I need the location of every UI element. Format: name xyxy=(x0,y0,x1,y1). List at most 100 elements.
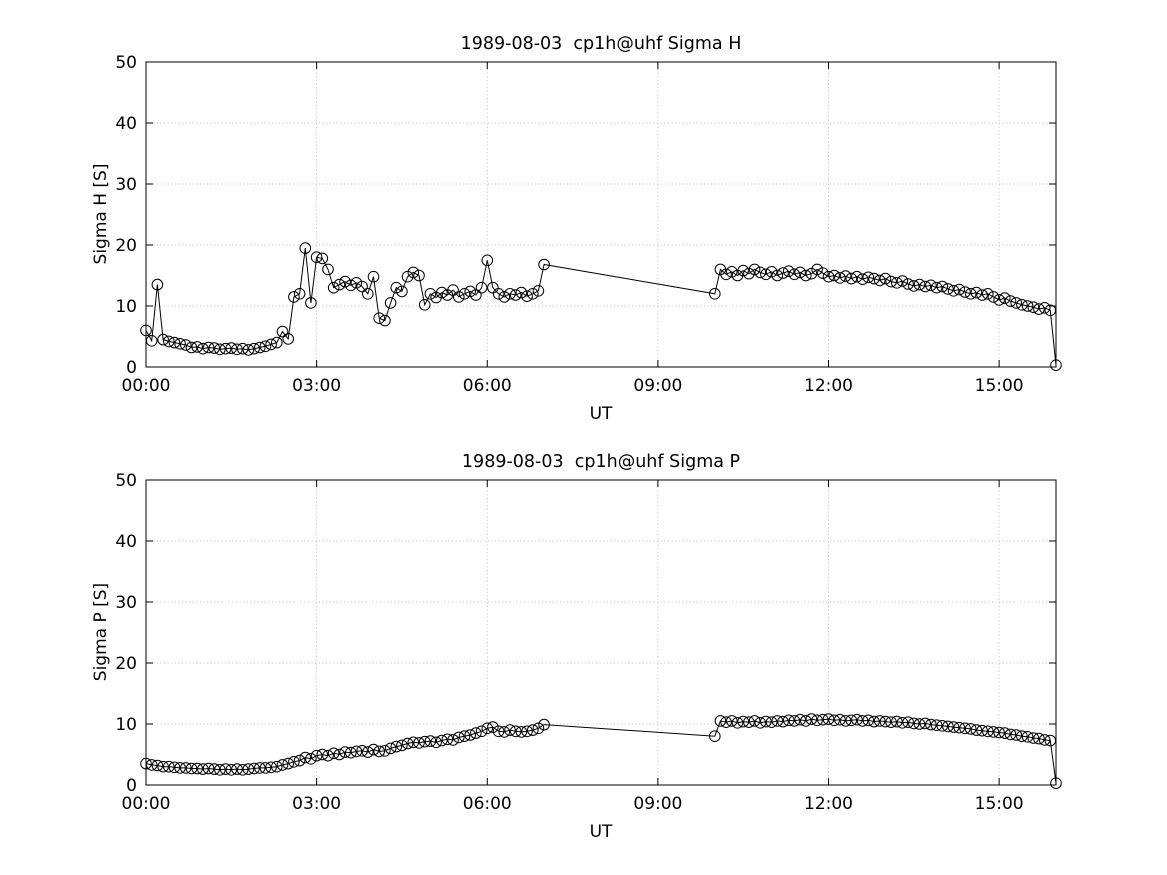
data-point xyxy=(868,272,880,285)
data-point xyxy=(743,716,755,729)
data-point xyxy=(902,278,914,290)
data-point xyxy=(873,274,886,287)
x-tick-label: 06:00 xyxy=(463,376,512,396)
data-point xyxy=(174,762,186,774)
x-tick-label: 09:00 xyxy=(633,794,682,814)
data-point xyxy=(970,286,983,299)
data-point xyxy=(453,291,465,303)
data-point xyxy=(242,763,255,775)
data-point xyxy=(1016,299,1028,311)
data-point xyxy=(231,343,243,356)
data-point xyxy=(248,342,260,355)
data-point xyxy=(993,726,1005,739)
data-point xyxy=(225,764,238,776)
data-point xyxy=(282,333,295,345)
data-point xyxy=(345,746,357,759)
data-point xyxy=(396,739,408,752)
data-point xyxy=(1004,295,1017,307)
data-point xyxy=(515,726,528,738)
x-tick-label: 12:00 xyxy=(804,794,853,814)
data-point xyxy=(487,721,499,733)
data-point xyxy=(709,288,721,300)
data-point xyxy=(760,268,772,281)
data-point xyxy=(453,731,465,744)
plot-box xyxy=(145,61,1057,368)
data-point xyxy=(845,272,858,285)
data-point xyxy=(436,734,448,747)
data-point xyxy=(436,286,448,299)
data-point xyxy=(316,748,329,761)
x-tick-label: 06:00 xyxy=(463,794,512,814)
data-point xyxy=(930,281,943,294)
data-point xyxy=(1050,359,1062,372)
data-point xyxy=(765,716,778,729)
data-point xyxy=(185,762,198,775)
data-point xyxy=(157,333,169,346)
data-point xyxy=(492,725,505,738)
data-point xyxy=(817,713,829,726)
data-point xyxy=(276,325,289,338)
data-point xyxy=(350,745,363,758)
data-point xyxy=(982,288,994,300)
data-point xyxy=(458,288,471,300)
y-tick-label: 20 xyxy=(115,236,137,256)
data-point xyxy=(174,338,186,350)
data-line xyxy=(145,718,1057,784)
data-point xyxy=(936,280,949,293)
sigma-h-plot: 00:00 03:00 06:00 09:00 12:00 15:00 0 10 20 30 40 5… xyxy=(115,53,1062,396)
data-point xyxy=(197,342,209,355)
data-point xyxy=(868,715,880,728)
data-point xyxy=(350,277,363,289)
data-point xyxy=(527,724,539,736)
data-point xyxy=(498,726,511,738)
data-point xyxy=(925,718,937,731)
data-point xyxy=(862,271,875,284)
data-point xyxy=(936,720,949,732)
data-point xyxy=(259,340,272,353)
y-tick-label: 10 xyxy=(115,297,137,317)
data-point xyxy=(777,715,789,728)
data-point xyxy=(151,759,164,772)
data-point xyxy=(811,263,823,276)
data-point xyxy=(424,735,437,747)
sigma-h-x-axis-label: UT xyxy=(589,404,613,424)
data-point xyxy=(760,715,772,728)
x-tick-label: 03:00 xyxy=(292,794,341,814)
data-point xyxy=(333,748,346,761)
data-point xyxy=(538,258,550,271)
data-point xyxy=(265,761,277,774)
data-point xyxy=(225,342,238,354)
data-point xyxy=(339,275,351,288)
data-point xyxy=(191,341,203,353)
data-point xyxy=(327,281,340,294)
data-point xyxy=(356,745,368,757)
data-point xyxy=(282,757,295,770)
data-point xyxy=(987,726,1000,738)
data-point xyxy=(942,283,954,295)
data-point xyxy=(1021,300,1034,312)
data-point xyxy=(214,343,226,356)
data-point xyxy=(737,715,750,728)
data-point xyxy=(902,716,914,729)
y-tick-label: 20 xyxy=(115,654,137,674)
data-point xyxy=(726,266,738,278)
data-point xyxy=(236,764,249,776)
data-point xyxy=(1027,301,1040,314)
data-point xyxy=(253,341,266,354)
data-point xyxy=(504,288,516,300)
data-point xyxy=(293,288,306,300)
data-point xyxy=(800,715,812,727)
data-point xyxy=(851,713,863,726)
data-point xyxy=(333,278,346,291)
data-point xyxy=(993,294,1005,306)
data-point xyxy=(407,266,420,279)
data-point xyxy=(362,746,374,758)
data-point xyxy=(947,721,960,733)
data-point xyxy=(373,312,386,325)
data-point xyxy=(856,715,869,727)
data-point xyxy=(521,290,533,303)
data-point xyxy=(390,740,403,753)
data-point xyxy=(834,272,846,284)
data-point xyxy=(879,272,892,285)
